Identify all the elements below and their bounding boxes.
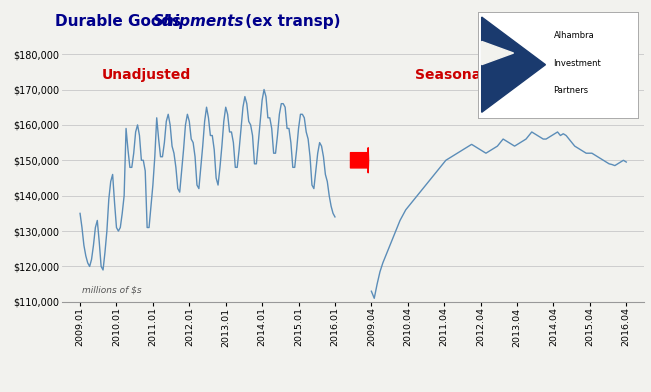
Polygon shape <box>482 17 546 113</box>
Text: Durable Goods: Durable Goods <box>55 14 187 29</box>
FancyArrowPatch shape <box>350 148 368 173</box>
Text: Alhambra: Alhambra <box>553 31 594 40</box>
Text: Shipments: Shipments <box>153 14 245 29</box>
Text: (ex transp): (ex transp) <box>240 14 340 29</box>
Text: Investment: Investment <box>553 59 601 68</box>
Polygon shape <box>482 42 514 65</box>
Text: Unadjusted: Unadjusted <box>102 68 191 82</box>
Text: Partners: Partners <box>553 86 589 95</box>
Text: Seasonally Adjusted: Seasonally Adjusted <box>415 68 574 82</box>
Text: millions of $s: millions of $s <box>82 286 141 295</box>
